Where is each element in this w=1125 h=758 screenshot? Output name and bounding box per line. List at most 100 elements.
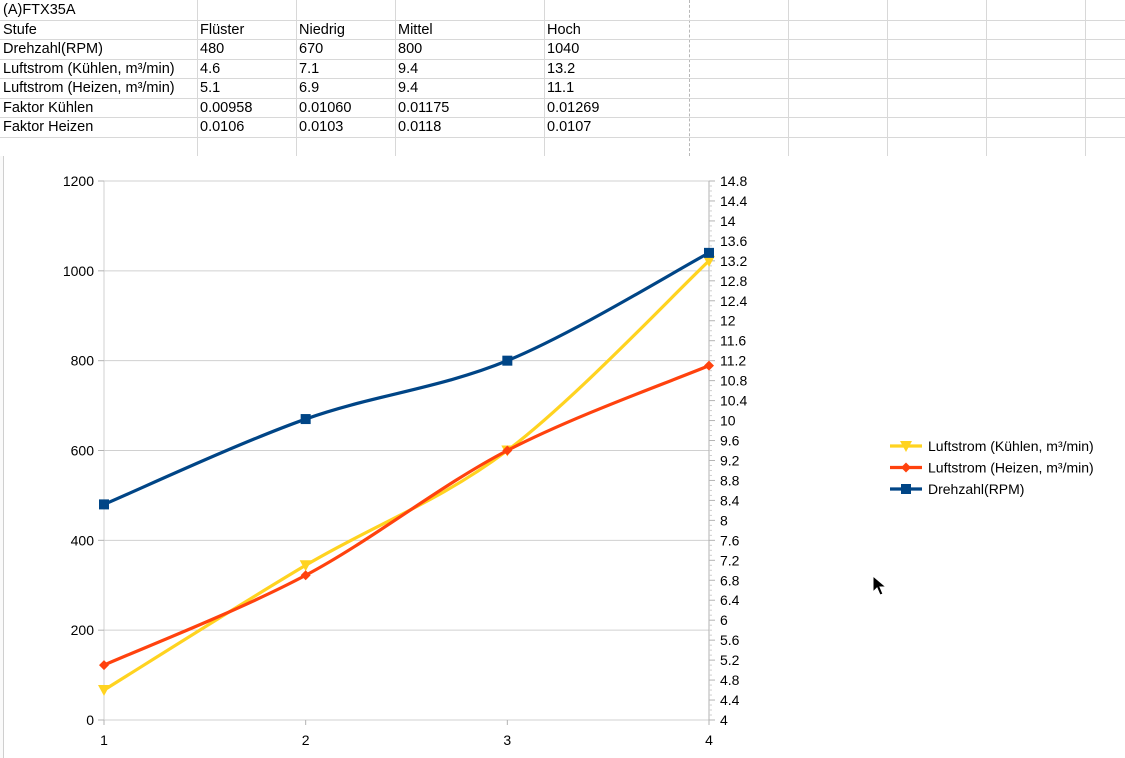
y-right-tick-label: 4.4 [720,692,740,708]
y-right-tick-label: 13.2 [720,253,747,269]
header-cell-mittel[interactable]: Mittel [398,22,433,38]
y-right-tick-label: 12.4 [720,293,747,309]
data-point-marker [300,570,311,581]
y-left-tick-label: 600 [71,443,95,459]
series-line-2 [103,251,710,506]
cell-value[interactable]: 670 [299,41,324,57]
y-right-tick-label: 11.6 [720,333,746,349]
row-gridline [0,39,1125,40]
data-point-marker [299,560,312,572]
cell-row-label[interactable]: Luftstrom (Heizen, m³/min) [3,80,175,96]
data-point-marker [502,445,513,456]
cell-value[interactable]: 9.4 [398,61,419,77]
y-right-tick-label: 12.8 [720,273,747,289]
cell-value[interactable]: 1040 [547,41,580,57]
y-right-tick-label: 11.2 [720,353,746,369]
cell-value[interactable]: 9.4 [398,80,419,96]
row-gridline [0,137,1125,138]
y-right-tick-label: 4.8 [720,672,740,688]
y-left-tick-label: 400 [71,532,95,548]
y-right-tick-label: 10 [720,413,736,429]
y-right-tick-label: 8.4 [720,492,740,508]
cell-value[interactable]: 7.1 [299,61,320,77]
y-right-tick-label: 9.2 [720,452,740,468]
y-left-tick-label: 1200 [63,173,94,189]
mouse-cursor-icon [872,575,888,596]
legend-marker [901,462,911,473]
y-right-tick-label: 9.6 [720,433,740,449]
y-right-tick-label: 6 [720,612,728,628]
y-left-tick-label: 800 [71,353,95,369]
y-right-tick-label: 12 [720,313,736,329]
y-right-tick-label: 5.2 [720,652,740,668]
y-right-tick-label: 14.8 [720,173,747,189]
cell-title[interactable]: (A)FTX35A [3,2,76,18]
x-tick-label: 2 [302,732,310,748]
cell-value[interactable]: 4.6 [200,61,221,77]
row-gridline [0,117,1125,118]
y-right-tick-label: 4 [720,712,728,728]
data-point-marker [99,499,109,510]
x-tick-label: 3 [503,732,511,748]
y-left-tick-label: 1000 [63,263,94,279]
y-left-tick-label: 0 [86,712,94,728]
y-right-tick-label: 7.6 [720,532,740,548]
data-point-marker [502,355,513,366]
x-tick-label: 4 [705,732,713,748]
data-point-marker [704,360,714,371]
y-right-tick-label: 5.6 [720,632,740,648]
cell-value[interactable]: 0.0106 [200,119,245,135]
x-tick-label: 1 [100,732,108,748]
cell-value[interactable]: 0.0103 [299,119,344,135]
cell-value[interactable]: 5.1 [200,80,221,96]
cell-value[interactable]: 0.01060 [299,100,352,116]
y-right-tick-label: 6.8 [720,572,740,588]
series-line-1 [103,364,710,667]
cell-value[interactable]: 6.9 [299,80,320,96]
data-point-marker [98,685,110,697]
data-point-marker [300,414,311,425]
data-point-marker [703,255,715,267]
header-cell-stufe[interactable]: Stufe [3,22,37,38]
cell-value[interactable]: 13.2 [547,61,576,77]
header-cell-niedrig[interactable]: Niedrig [299,22,345,38]
cell-value[interactable]: 0.01269 [547,100,600,116]
legend-marker [901,484,911,494]
legend-label: Luftstrom (Kühlen, m³/min) [928,438,1094,454]
header-cell-hoch[interactable]: Hoch [547,22,581,38]
cell-row-label[interactable]: Faktor Kühlen [3,100,94,116]
row-gridline [0,78,1125,79]
cell-row-label[interactable]: Drehzahl(RPM) [3,41,103,57]
legend-label: Drehzahl(RPM) [928,481,1024,497]
header-cell-fluester[interactable]: Flüster [200,22,245,38]
y-right-tick-label: 6.4 [720,592,740,608]
y-right-tick-label: 14.4 [720,193,747,209]
data-point-marker [99,660,109,671]
y-right-tick-label: 10.4 [720,393,747,409]
cell-value[interactable]: 0.0118 [398,119,442,135]
cell-value[interactable]: 11.1 [547,80,575,96]
y-right-tick-label: 13.6 [720,233,747,249]
y-right-tick-label: 8.8 [720,472,740,488]
y-right-tick-label: 10.8 [720,373,747,389]
data-point-marker [704,247,714,258]
y-left-tick-label: 200 [71,622,95,638]
cell-row-label[interactable]: Faktor Heizen [3,119,94,135]
row-gridline [0,98,1125,99]
cell-value[interactable]: 0.01175 [398,100,450,116]
y-right-tick-label: 14 [720,213,736,229]
y-right-tick-label: 7.2 [720,552,740,568]
cell-row-label[interactable]: Luftstrom (Kühlen, m³/min) [3,61,175,77]
cell-value[interactable]: 480 [200,41,225,57]
row-gridline [0,20,1125,21]
cell-value[interactable]: 0.0107 [547,119,592,135]
row-header-strip [0,156,4,758]
legend-label: Luftstrom (Heizen, m³/min) [928,460,1094,476]
cell-value[interactable]: 800 [398,41,423,57]
cell-value[interactable]: 0.00958 [200,100,253,116]
legend-marker [900,441,912,452]
y-right-tick-label: 8 [720,512,728,528]
row-gridline [0,59,1125,60]
